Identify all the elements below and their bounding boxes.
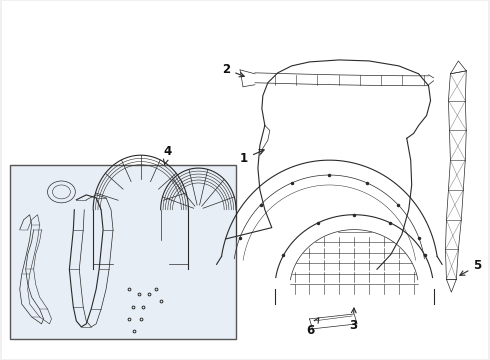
Text: 2: 2 (222, 63, 244, 77)
FancyBboxPatch shape (10, 165, 236, 339)
Text: 1: 1 (240, 150, 264, 165)
Text: 3: 3 (349, 308, 357, 332)
Text: 6: 6 (307, 318, 319, 337)
Text: 5: 5 (460, 259, 482, 275)
Text: 4: 4 (164, 145, 172, 164)
